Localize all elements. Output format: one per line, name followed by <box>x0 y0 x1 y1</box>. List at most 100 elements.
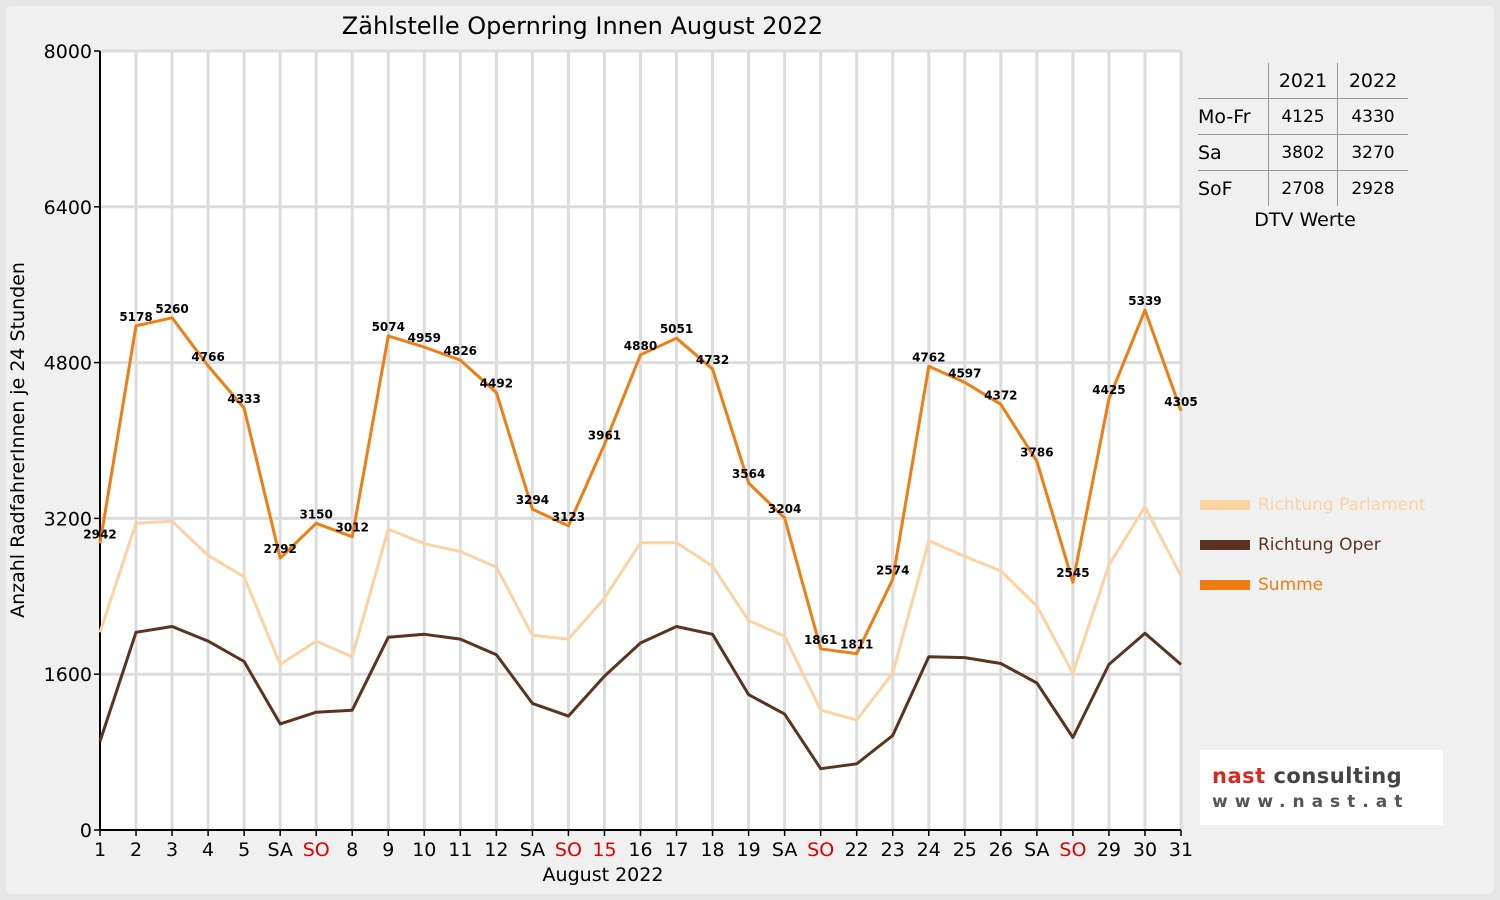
x-tick-label: 15 <box>592 839 616 861</box>
y-tick-label: 6400 <box>44 197 92 219</box>
dtv-cell: 3270 <box>1337 134 1408 171</box>
x-tick-label: 23 <box>881 839 905 861</box>
x-tick-label: SA <box>772 839 797 861</box>
dtv-caption: DTV Werte <box>1254 209 1356 231</box>
data-label: 3204 <box>768 502 801 516</box>
x-tick-label: 3 <box>166 839 178 861</box>
x-tick-label: 22 <box>845 839 869 861</box>
data-label: 4305 <box>1164 395 1197 409</box>
data-label: 3294 <box>516 493 549 507</box>
x-tick-label: 10 <box>412 839 436 861</box>
logo-brand-part2: consulting <box>1265 764 1403 788</box>
dtv-header-row: 2021 2022 <box>1198 63 1408 99</box>
x-tick-label: 31 <box>1169 839 1193 861</box>
legend-swatch <box>1200 540 1250 550</box>
data-label: 3564 <box>732 467 765 481</box>
data-label: 2545 <box>1056 566 1089 580</box>
legend-label: Richtung Parlament <box>1258 495 1426 515</box>
x-tick-label: 24 <box>917 839 941 861</box>
data-label: 2574 <box>876 563 909 577</box>
logo-brand-part1: nast <box>1212 764 1266 788</box>
data-label: 3150 <box>299 507 332 521</box>
data-label: 4492 <box>480 377 513 391</box>
x-tick-label: SO <box>555 839 582 861</box>
dtv-row: Mo-Fr 4125 4330 <box>1198 98 1408 135</box>
data-label: 5178 <box>119 310 152 324</box>
data-label: 4880 <box>624 339 657 353</box>
x-tick-label: 2 <box>130 839 142 861</box>
data-label: 3786 <box>1020 445 1053 459</box>
dtv-header-2022: 2022 <box>1337 63 1408 99</box>
x-axis-label: August 2022 <box>542 864 664 886</box>
x-tick-label: 11 <box>448 839 472 861</box>
legend-label: Richtung Oper <box>1258 535 1381 555</box>
x-tick-label: 16 <box>628 839 652 861</box>
x-tick-label: SA <box>1024 839 1049 861</box>
x-tick-label: 25 <box>953 839 977 861</box>
logo-url: www.nast.at <box>1212 792 1410 812</box>
y-tick-label: 1600 <box>44 664 92 686</box>
x-tick-label: 18 <box>700 839 724 861</box>
dtv-cell: 4330 <box>1337 98 1408 135</box>
data-label: 5074 <box>372 320 405 334</box>
series-line-summe <box>98 308 1183 656</box>
data-label: 3961 <box>588 428 621 442</box>
x-tick-label: SA <box>520 839 545 861</box>
x-tick-label: 4 <box>202 839 214 861</box>
data-label: 5339 <box>1128 294 1161 308</box>
y-axis-label: Anzahl RadfahrerInnen je 24 Stunden <box>7 262 29 618</box>
data-label: 4826 <box>444 344 477 358</box>
x-tick-label: SO <box>303 839 330 861</box>
y-tick-label: 0 <box>80 820 92 842</box>
x-tick-label: 5 <box>238 839 250 861</box>
data-label: 2942 <box>83 528 116 542</box>
dtv-row: SoF 2708 2928 <box>1198 170 1408 206</box>
dtv-cell: 2928 <box>1337 170 1408 206</box>
x-tick-label: 12 <box>484 839 508 861</box>
dtv-header-2021: 2021 <box>1268 63 1338 99</box>
dtv-table: 2021 2022 Mo-Fr 4125 4330 Sa 3802 3270 S… <box>1198 63 1412 206</box>
legend-item-parlament: Richtung Parlament <box>1200 494 1426 516</box>
dtv-row-label: Sa <box>1198 134 1269 171</box>
legend-label: Summe <box>1258 575 1324 595</box>
dtv-header-blank <box>1198 63 1269 99</box>
dtv-row: Sa 3802 3270 <box>1198 134 1408 171</box>
legend-item-summe: Summe <box>1200 574 1323 596</box>
x-tick-label: 9 <box>382 839 394 861</box>
data-label: 4425 <box>1092 383 1125 397</box>
data-label: 4372 <box>984 388 1017 402</box>
data-label: 4732 <box>696 353 729 367</box>
legend-swatch <box>1200 580 1250 590</box>
data-label: 4597 <box>948 366 981 380</box>
x-tick-label: 26 <box>989 839 1013 861</box>
x-tick-label: 19 <box>737 839 761 861</box>
x-tick-label: SA <box>267 839 292 861</box>
dtv-cell: 3802 <box>1268 134 1338 171</box>
logo-brand: nast consulting <box>1212 764 1402 788</box>
data-label: 4766 <box>191 350 224 364</box>
data-label: 4333 <box>227 392 260 406</box>
y-tick-label: 4800 <box>44 353 92 375</box>
dtv-row-label: Mo-Fr <box>1198 98 1269 135</box>
data-label: 5260 <box>155 302 188 316</box>
dtv-cell: 4125 <box>1268 98 1338 135</box>
data-label: 4762 <box>912 350 945 364</box>
company-logo: nast consulting www.nast.at <box>1200 750 1443 825</box>
x-tick-label: 30 <box>1133 839 1157 861</box>
data-label: 4959 <box>408 331 441 345</box>
chart-title: Zählstelle Opernring Innen August 2022 <box>341 12 824 40</box>
x-tick-label: 17 <box>664 839 688 861</box>
legend-swatch <box>1200 500 1250 510</box>
data-label: 1811 <box>840 638 873 652</box>
data-label: 5051 <box>660 322 693 336</box>
data-label: 2792 <box>263 542 296 556</box>
x-tick-label: 29 <box>1097 839 1121 861</box>
dtv-row-label: SoF <box>1198 170 1269 206</box>
legend-item-oper: Richtung Oper <box>1200 534 1381 556</box>
y-tick-label: 8000 <box>44 41 92 63</box>
dtv-cell: 2708 <box>1268 170 1338 206</box>
series-line-richtung-oper <box>98 625 1182 771</box>
x-tick-label: 1 <box>94 839 106 861</box>
x-tick-label: SO <box>807 839 834 861</box>
